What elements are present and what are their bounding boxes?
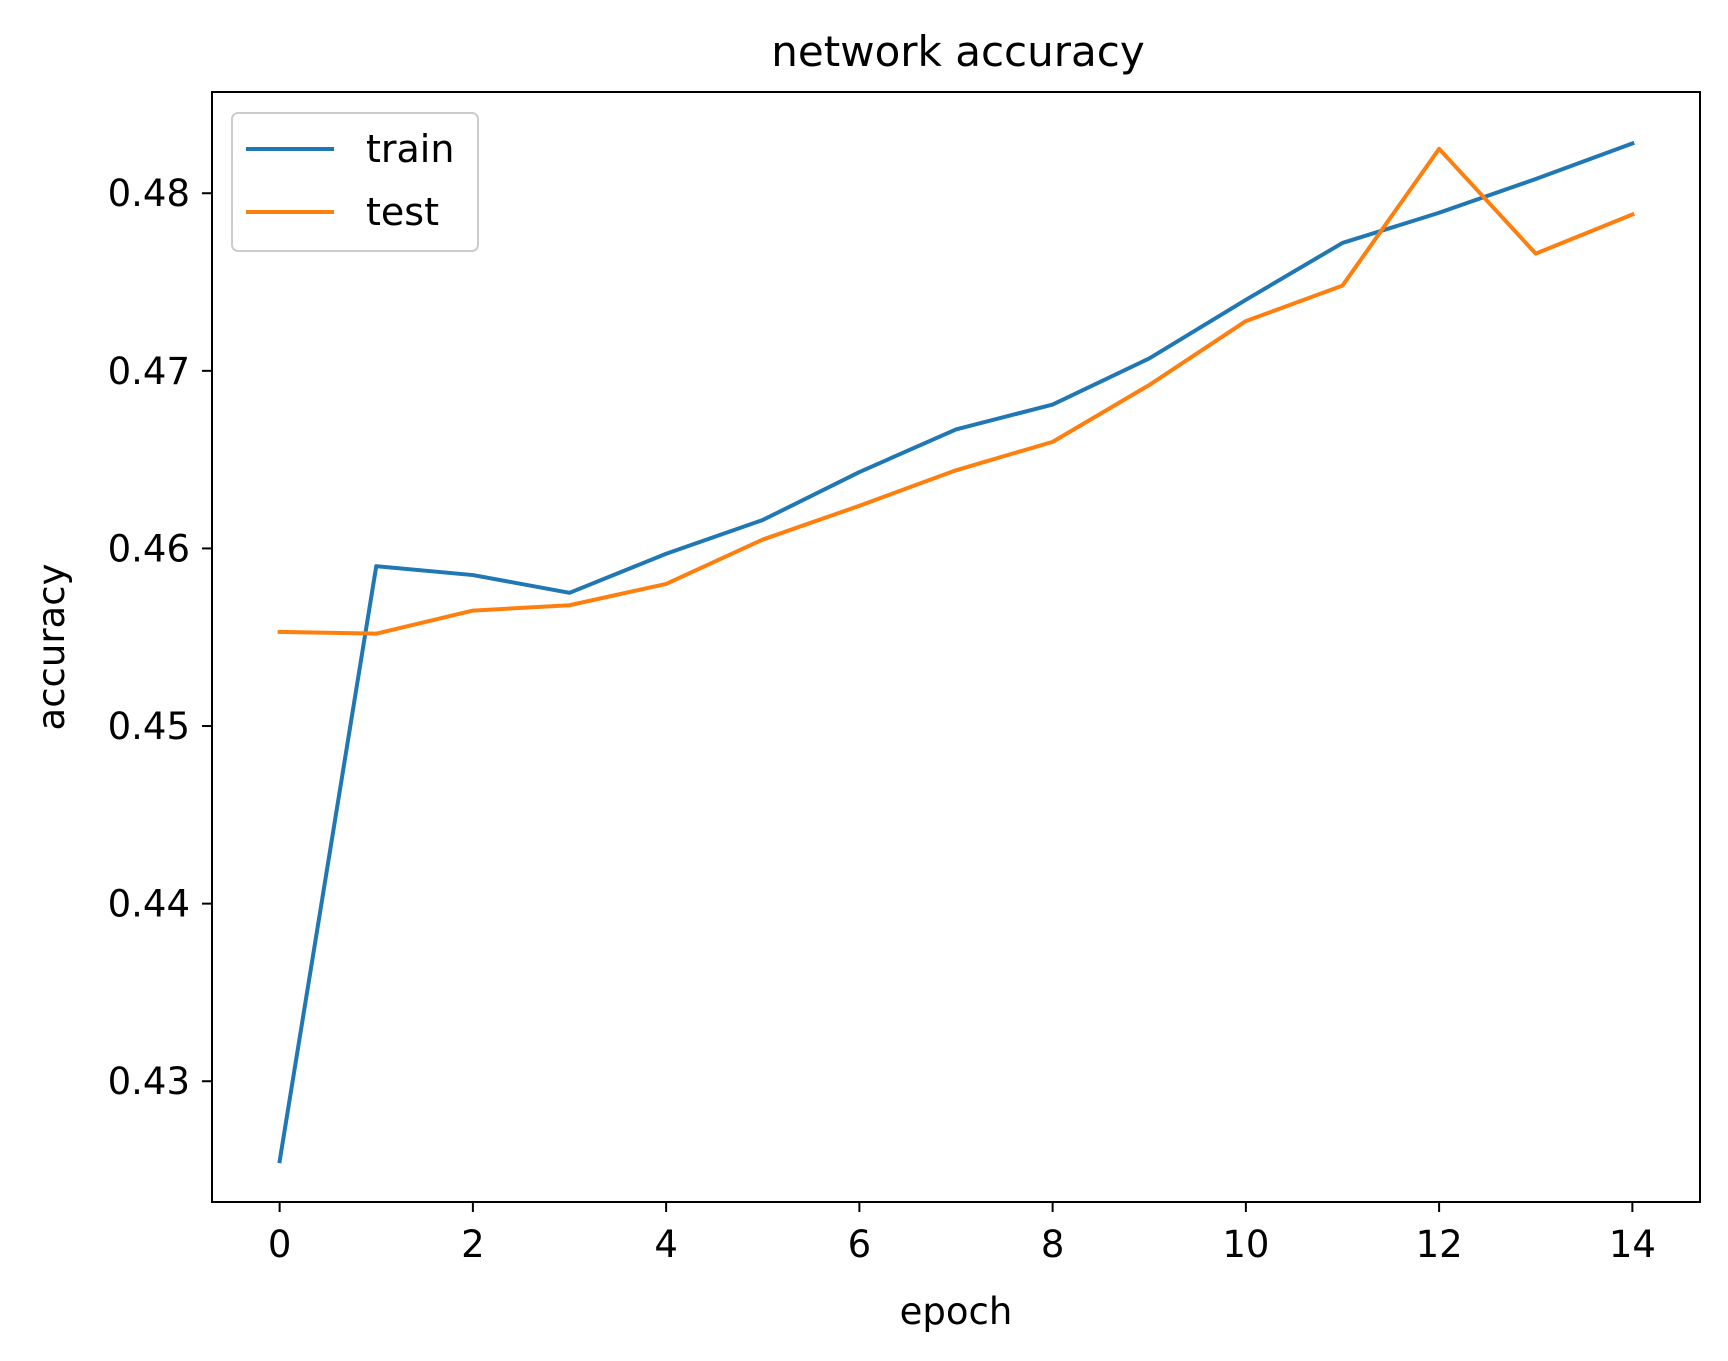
x-tick-label: 14: [1609, 1223, 1656, 1266]
x-tick-label: 8: [1041, 1223, 1065, 1266]
y-tick-label: 0.44: [108, 883, 190, 926]
legend-label-test: test: [366, 190, 439, 234]
x-axis-ticks: 0 2 4 6 8 10 12 14: [268, 1202, 1656, 1266]
series-line-test: [277, 146, 1635, 636]
x-tick-label: 4: [654, 1223, 678, 1266]
x-axis-label: epoch: [900, 1290, 1013, 1333]
x-tick-label: 6: [848, 1223, 872, 1266]
series-layer: [277, 140, 1635, 1164]
x-tick-label: 10: [1222, 1223, 1269, 1266]
x-tick-label: 0: [268, 1223, 292, 1266]
y-tick-label: 0.48: [108, 172, 190, 215]
series-line-train: [277, 140, 1635, 1164]
plot-frame: [211, 91, 1701, 1203]
y-tick-label: 0.45: [108, 705, 190, 748]
legend: train test: [231, 112, 479, 252]
x-tick-label: 12: [1416, 1223, 1463, 1266]
chart-title: network accuracy: [771, 27, 1144, 76]
x-tick-label: 2: [461, 1223, 485, 1266]
y-tick-label: 0.47: [108, 350, 190, 393]
y-axis-ticks: 0.43 0.44 0.45 0.46 0.47 0.48: [108, 172, 212, 1103]
y-tick-label: 0.46: [108, 527, 190, 570]
y-tick-label: 0.43: [108, 1060, 190, 1103]
legend-label-train: train: [366, 127, 454, 171]
y-axis-label: accuracy: [30, 564, 73, 731]
